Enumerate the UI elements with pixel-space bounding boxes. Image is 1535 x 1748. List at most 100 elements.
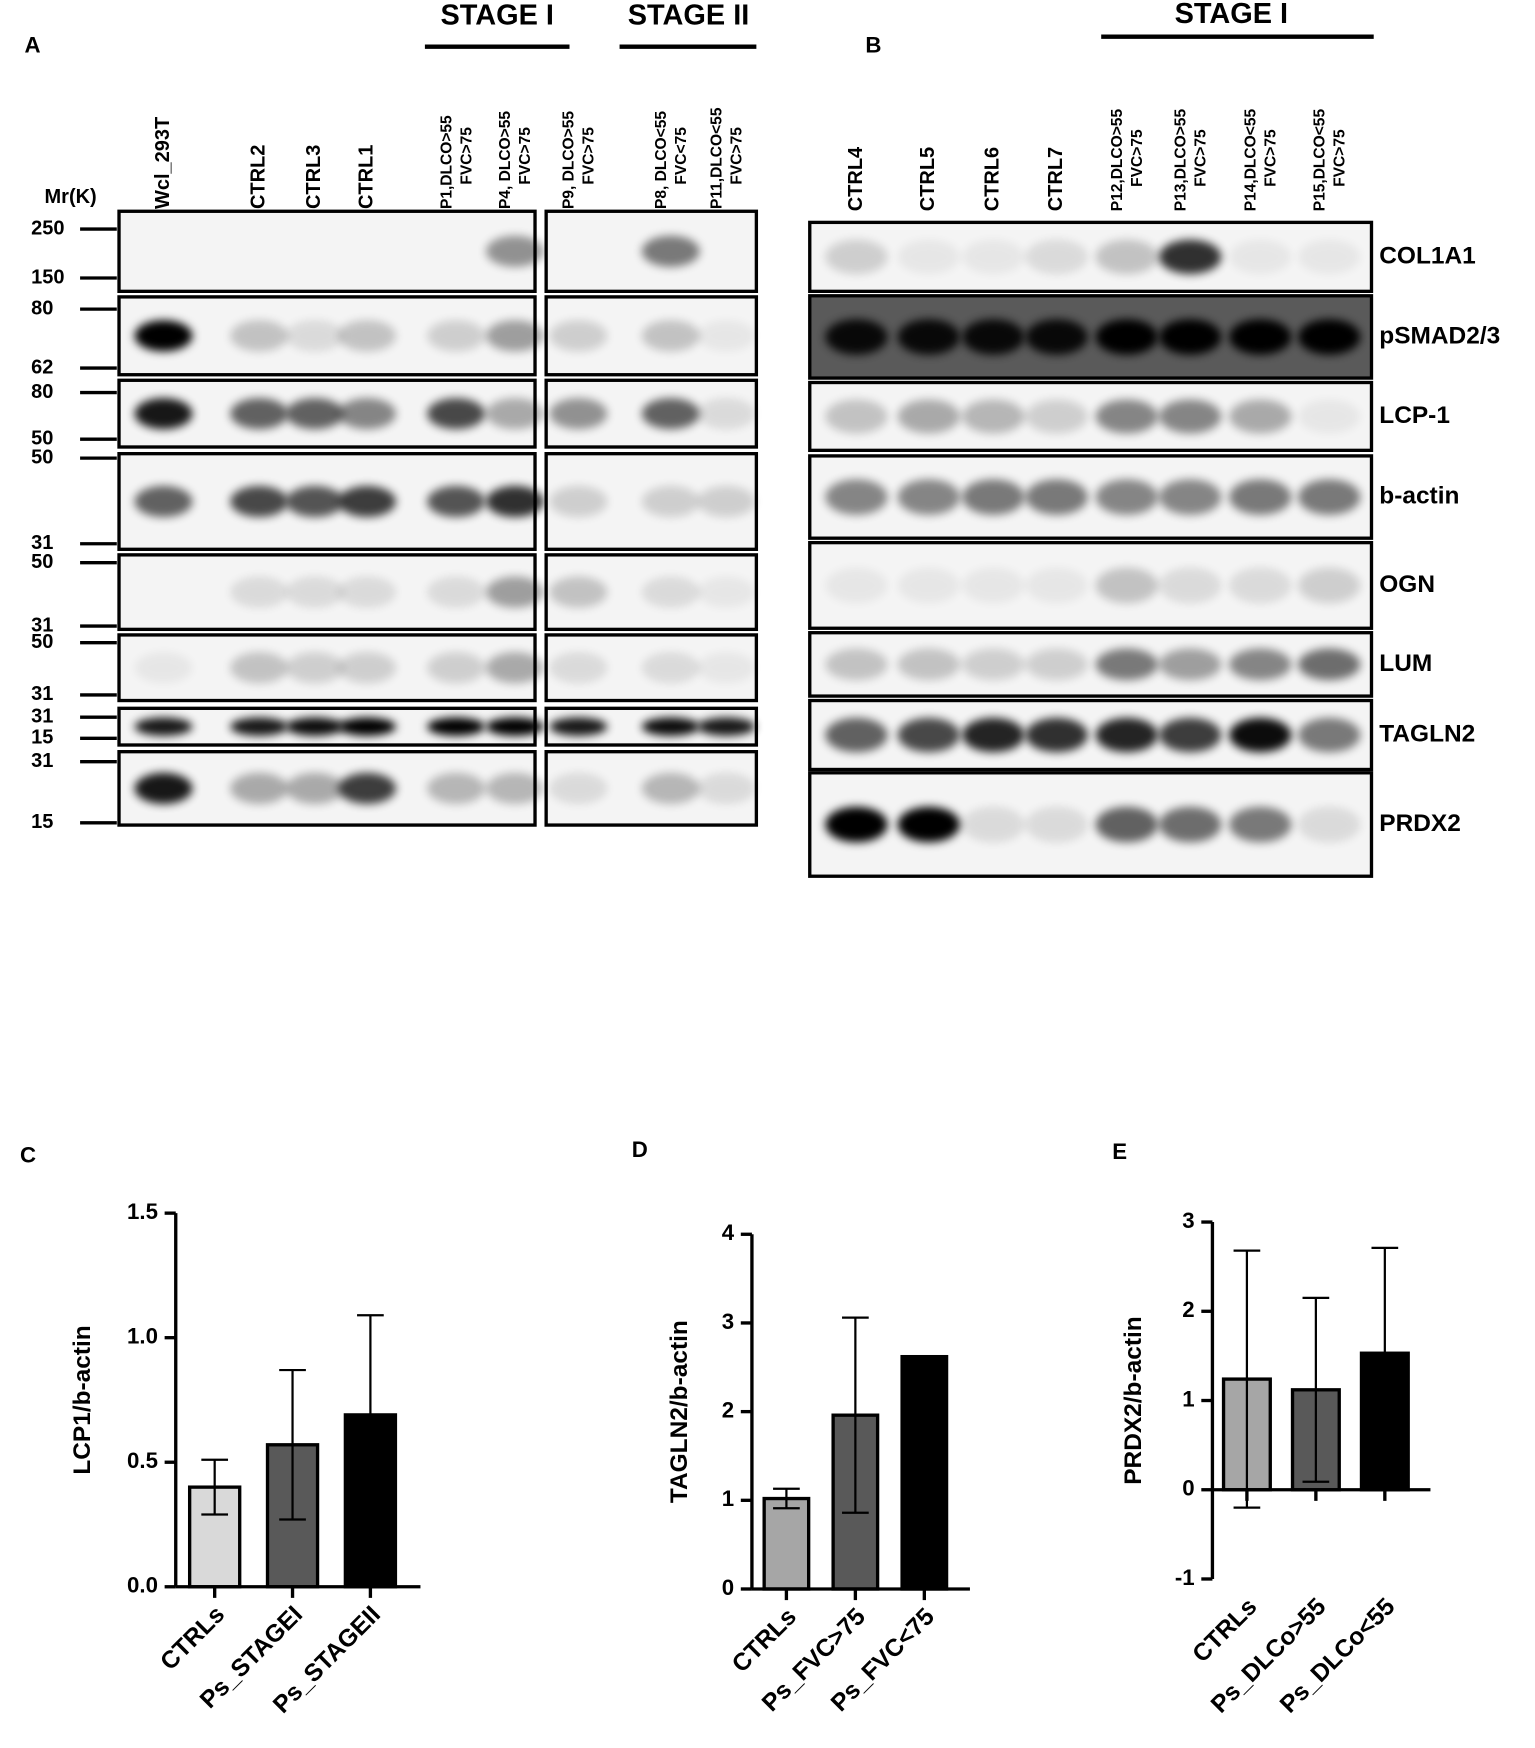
lane-label: P14,DLCO<55: [1242, 109, 1259, 212]
blot-band: [1229, 319, 1292, 355]
mw-marker: 31: [31, 750, 53, 772]
blot-band: [1095, 239, 1158, 275]
blot-band: [1095, 479, 1158, 515]
blot-band: [697, 717, 756, 736]
blot-band: [1229, 399, 1292, 434]
lane-label: Wcl_293T: [152, 117, 174, 209]
blot-band: [1159, 648, 1222, 681]
lane-label: P11,DLCO<55: [709, 107, 726, 209]
blot-band: [1025, 399, 1088, 434]
blot-band: [962, 717, 1025, 753]
y-tick-label: 0.0: [127, 1573, 158, 1598]
blot-band: [427, 652, 485, 684]
blot-band: [427, 717, 485, 736]
blot-band: [1025, 319, 1088, 355]
blot-band: [1159, 479, 1222, 515]
lane-label: FVC>75: [517, 127, 534, 185]
blot-band: [427, 772, 485, 804]
y-tick-label: 0: [1182, 1476, 1194, 1501]
blot-band: [338, 717, 396, 736]
blot-band: [285, 652, 344, 684]
mw-marker: 50: [31, 446, 53, 468]
blot-band: [285, 398, 344, 430]
blot-band: [285, 576, 344, 608]
mw-marker: 15: [31, 727, 53, 749]
blot-band: [427, 320, 485, 352]
y-tick-label: 1: [1182, 1386, 1194, 1411]
blot-band: [486, 772, 544, 804]
y-tick-label: 2: [1182, 1297, 1194, 1322]
blot-band: [897, 399, 960, 434]
blot-band: [897, 717, 960, 753]
blot-band: [897, 648, 960, 681]
mw-marker: 31: [31, 705, 53, 727]
blot-band: [1025, 806, 1088, 843]
blot-band: [486, 235, 544, 267]
blot-band: [897, 479, 960, 515]
lane-label: FVC<75: [673, 127, 690, 185]
protein-label: COL1A1: [1379, 242, 1475, 269]
blot-band: [134, 717, 193, 736]
blot-band: [549, 398, 608, 430]
blot-band: [1095, 717, 1158, 753]
blot-band: [549, 485, 608, 518]
blot-band: [962, 479, 1025, 515]
blot-band: [1025, 648, 1088, 681]
y-tick-label: 1.5: [127, 1199, 158, 1224]
blot-band: [641, 717, 700, 736]
mw-marker: 250: [31, 217, 64, 239]
blot-band: [962, 319, 1025, 355]
protein-label: TAGLN2: [1379, 720, 1475, 747]
blot-band: [338, 485, 396, 518]
lane-label: FVC>75: [1262, 129, 1279, 187]
lane-label: CTRL6: [982, 147, 1004, 211]
blot-band: [338, 772, 396, 804]
blot-band: [549, 652, 608, 684]
blot-band: [486, 652, 544, 684]
y-axis-title: PRDX2/b-actin: [1120, 1316, 1147, 1484]
mw-marker: 15: [31, 811, 53, 833]
blot-band: [230, 652, 289, 684]
blot-band: [134, 772, 193, 804]
lane-label: P4, DLCO>55: [497, 111, 514, 209]
y-tick-label: -1: [1175, 1565, 1195, 1590]
blot-band: [1298, 239, 1361, 275]
blot-band: [697, 652, 756, 684]
blot-band: [338, 398, 396, 430]
blot-band: [825, 399, 888, 434]
lane-label: CTRL4: [845, 146, 867, 211]
mw-marker: 50: [31, 551, 53, 573]
blot-band: [1159, 717, 1222, 753]
y-axis-title: TAGLN2/b-actin: [666, 1320, 693, 1503]
blot-band: [427, 576, 485, 608]
blot-band: [697, 485, 756, 518]
stage-label: STAGE II: [628, 0, 750, 31]
blot-band: [697, 398, 756, 430]
y-tick-label: 3: [722, 1309, 734, 1334]
blot-band: [486, 398, 544, 430]
blot-band: [1229, 648, 1292, 681]
blot-band: [1159, 239, 1222, 275]
blot-band: [1159, 319, 1222, 355]
blot-band: [427, 398, 485, 430]
blot-band: [897, 567, 960, 604]
blot-band: [1229, 806, 1292, 843]
x-tick-label: CTRLs: [155, 1601, 230, 1676]
blot-band: [1095, 648, 1158, 681]
blot-band: [697, 772, 756, 804]
panel-label: B: [865, 33, 881, 58]
y-tick-label: 0.5: [127, 1448, 158, 1473]
blot-band: [230, 320, 289, 352]
blot-band: [1025, 479, 1088, 515]
blot-band: [1298, 319, 1361, 355]
blot-band: [549, 320, 608, 352]
lane-label: P13,DLCO>55: [1172, 109, 1189, 212]
stage-label: STAGE I: [1175, 0, 1289, 30]
lane-label: FVC>75: [1129, 129, 1146, 187]
lane-label: FVC>75: [458, 127, 475, 185]
mw-marker: 50: [31, 631, 53, 653]
blot-band: [427, 485, 485, 518]
blot-band: [825, 806, 888, 843]
blot-band: [1298, 648, 1361, 681]
blot-band: [1159, 399, 1222, 434]
